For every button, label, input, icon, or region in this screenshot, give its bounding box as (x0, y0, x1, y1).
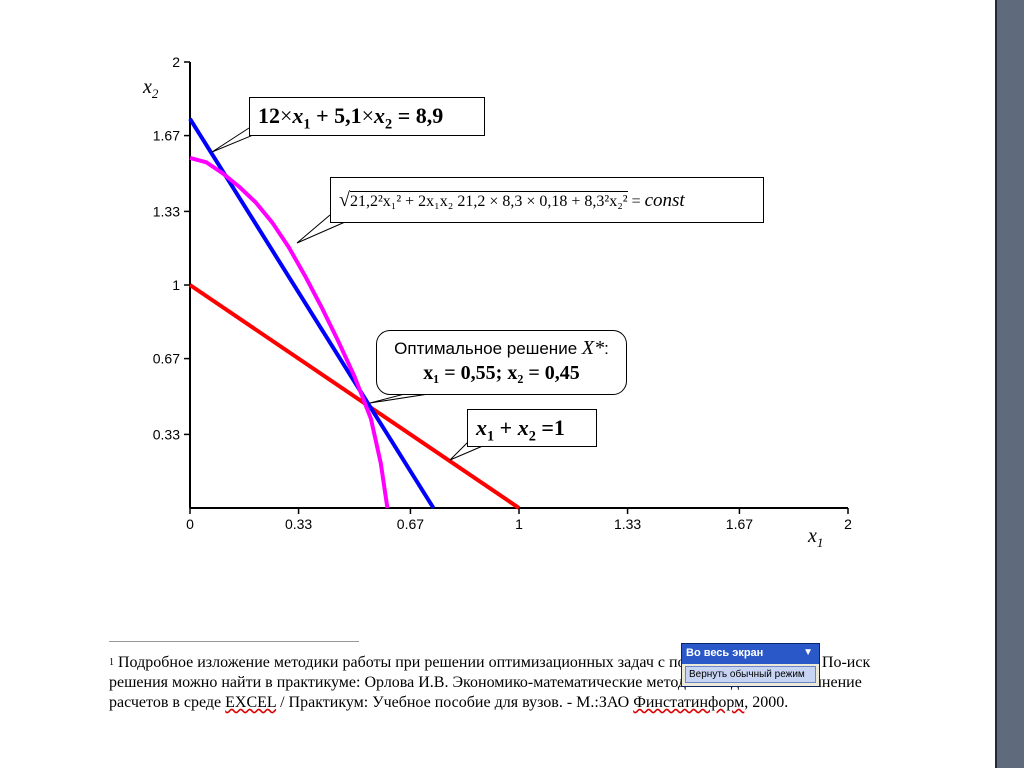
red-line-equation-label: x1 + x2 =1 (467, 409, 597, 447)
x-tick-label: 1 (515, 516, 523, 532)
x-tick-label: 2 (844, 516, 852, 532)
footnote-separator (109, 641, 359, 642)
optimal-solution-title: Оптимальное решение X*: (394, 337, 609, 359)
x-tick-label: 0.33 (285, 516, 312, 532)
y-tick-label: 2 (172, 54, 180, 70)
y-axis-title: x2x2 (143, 76, 159, 101)
blue-label-leader (211, 127, 259, 153)
y-tick-label: 0.33 (153, 426, 180, 442)
x-tick-label: 0.67 (397, 516, 424, 532)
magenta-curve-equation-label: √21,2²x₁² + 2x₁x₂ 21,2 × 8,3 × 0,18 + 8,… (330, 177, 764, 223)
blue-line-equation-label: 12×x1 + 5,1×x2 = 8,9 (249, 97, 485, 136)
dropdown-arrow-icon[interactable]: ▼ (803, 647, 813, 658)
full-screen-toolbar[interactable]: Во весь экран ▼ Вернуть обычный режим (681, 643, 820, 687)
close-full-screen-button[interactable]: Вернуть обычный режим (685, 666, 816, 683)
y-tick-label: 1.33 (153, 203, 180, 219)
y-tick-label: 1.67 (153, 128, 180, 144)
red-constraint-line (188, 283, 521, 510)
x-axis-title: x1x1 (808, 525, 824, 550)
x-tick-label: 0 (186, 516, 194, 532)
window-edge (995, 0, 997, 768)
footnote: 1 Подробное изложение методики работы пр… (109, 654, 871, 711)
y-tick-label: 1 (172, 277, 180, 293)
x-tick-label: 1.33 (614, 516, 641, 532)
full-screen-toolbar-title[interactable]: Во весь экран ▼ (682, 644, 819, 664)
optimal-solution-callout: Оптимальное решение X*: x₁ = 0,55; x₂ = … (376, 330, 627, 395)
window-side-bar (997, 0, 1024, 768)
blue-constraint-line (188, 117, 436, 510)
magenta-objective-curve (189, 155, 390, 509)
x-tick-label: 1.67 (726, 516, 753, 532)
optimal-solution-values: x₁ = 0,55; x₂ = 0,45 (423, 362, 580, 384)
y-tick-label: 0.67 (153, 351, 180, 367)
